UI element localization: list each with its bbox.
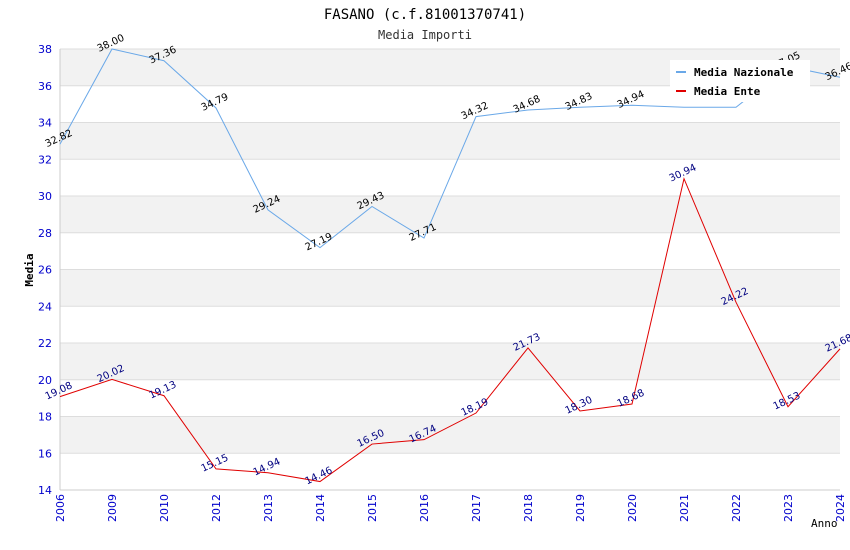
x-tick-label: 2021 [678,494,691,522]
x-tick-label: 2012 [210,494,223,522]
data-label: 18.53 [772,390,803,412]
x-tick-label: 2018 [522,494,535,522]
y-tick-label: 32 [38,153,52,166]
x-tick-label: 2013 [262,494,275,522]
x-tick-label: 2023 [782,494,795,522]
x-axis-ticks: 2006 2009 2010 2012 2013 2014 2015 2016 2017 2018… [54,494,847,522]
x-tick-label: 2024 [834,494,847,522]
x-tick-label: 2015 [366,494,379,522]
y-tick-label: 30 [38,190,52,203]
y-tick-label: 16 [38,447,52,460]
x-axis-title: Anno [811,517,838,530]
grid-band [60,122,840,160]
axes [59,49,840,491]
legend-box [670,60,810,102]
grid-band [60,269,840,307]
chart-subtitle: Media Importi [378,28,472,42]
y-tick-label: 38 [38,43,52,56]
series-line [59,48,841,249]
y-tick-label: 24 [38,300,52,313]
y-tick-label: 22 [38,337,52,350]
x-tick-label: 2010 [158,494,171,522]
data-label: 34.94 [616,89,647,111]
data-label: 19.13 [148,379,179,401]
y-axis-title: Media [23,253,36,286]
gridlines [60,48,840,491]
legend-entry: Media Nazionale [694,66,794,79]
data-label: 15.15 [200,453,231,475]
x-tick-label: 2014 [314,494,327,522]
x-tick-label: 2020 [626,494,639,522]
grid-band [60,343,840,380]
grid-band [60,416,840,454]
data-label: 34.68 [512,94,543,116]
data-label: 18.68 [616,388,647,410]
x-tick-label: 2019 [574,494,587,522]
y-axis-ticks: 14 16 18 20 22 24 26 28 30 32 34 36 38 [38,43,52,497]
data-label: 27.19 [304,231,335,253]
data-label: 34.83 [564,91,595,113]
x-tick-label: 2009 [106,494,119,522]
data-label: 18.30 [564,395,595,417]
y-tick-label: 26 [38,264,52,277]
x-tick-label: 2022 [730,494,743,522]
y-tick-label: 36 [38,80,52,93]
y-tick-label: 18 [38,411,52,424]
y-tick-label: 14 [38,484,52,497]
y-tick-label: 20 [38,374,52,387]
grid-bands [60,49,840,454]
data-label: 14.94 [252,456,283,478]
x-tick-label: 2017 [470,494,483,522]
grid-band [60,196,840,233]
series-lines [59,48,841,483]
legend: Media Nazionale Media Ente [670,60,810,102]
x-tick-label: 2006 [54,494,67,522]
legend-entry: Media Ente [694,85,761,98]
data-label: 14.46 [304,465,335,487]
x-tick-label: 2016 [418,494,431,522]
y-tick-label: 28 [38,227,52,240]
chart-title: FASANO (c.f.81001370741) [324,7,526,23]
data-label: 34.79 [200,92,231,114]
series-line [59,177,841,483]
y-tick-label: 34 [38,117,52,130]
data-label: 18.19 [460,397,491,419]
